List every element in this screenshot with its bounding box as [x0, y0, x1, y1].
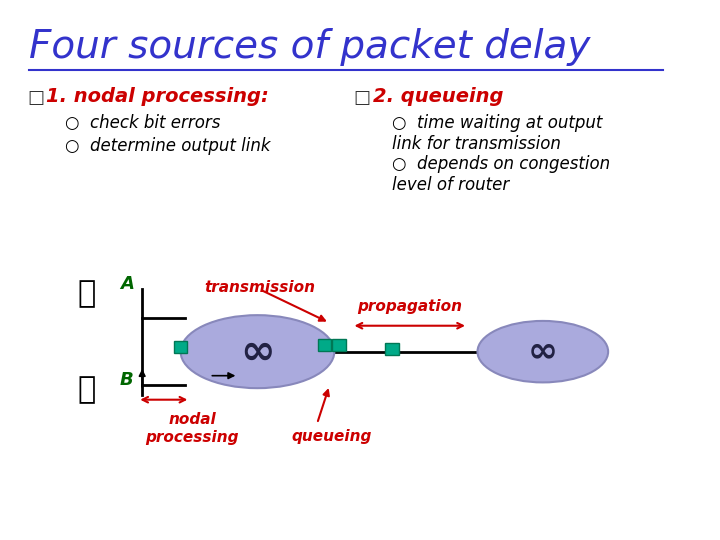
Text: transmission: transmission — [204, 280, 315, 295]
FancyBboxPatch shape — [318, 339, 331, 350]
Text: nodal
processing: nodal processing — [145, 412, 239, 444]
Text: ○  time waiting at output
link for transmission: ○ time waiting at output link for transm… — [392, 114, 603, 153]
Text: □: □ — [354, 90, 371, 107]
Ellipse shape — [477, 321, 608, 382]
Text: A: A — [120, 275, 134, 293]
Text: B: B — [120, 372, 134, 389]
Text: ∞: ∞ — [528, 335, 558, 369]
FancyBboxPatch shape — [333, 339, 346, 350]
Text: ○  check bit errors: ○ check bit errors — [66, 114, 221, 132]
Text: queueing: queueing — [292, 429, 372, 443]
Text: propagation: propagation — [357, 299, 462, 314]
Text: □: □ — [27, 90, 44, 107]
FancyBboxPatch shape — [174, 341, 187, 353]
Ellipse shape — [181, 315, 334, 388]
Text: ∞: ∞ — [240, 330, 275, 373]
Text: ○  determine output link: ○ determine output link — [66, 137, 271, 156]
Text: 🖥: 🖥 — [77, 376, 96, 404]
Text: 2. queueing: 2. queueing — [373, 87, 503, 106]
FancyBboxPatch shape — [385, 343, 399, 355]
Text: ○  depends on congestion
level of router: ○ depends on congestion level of router — [392, 155, 610, 193]
Text: 1. nodal processing:: 1. nodal processing: — [46, 87, 269, 106]
Text: Four sources of packet delay: Four sources of packet delay — [29, 28, 590, 66]
Text: 🖥: 🖥 — [77, 280, 96, 308]
